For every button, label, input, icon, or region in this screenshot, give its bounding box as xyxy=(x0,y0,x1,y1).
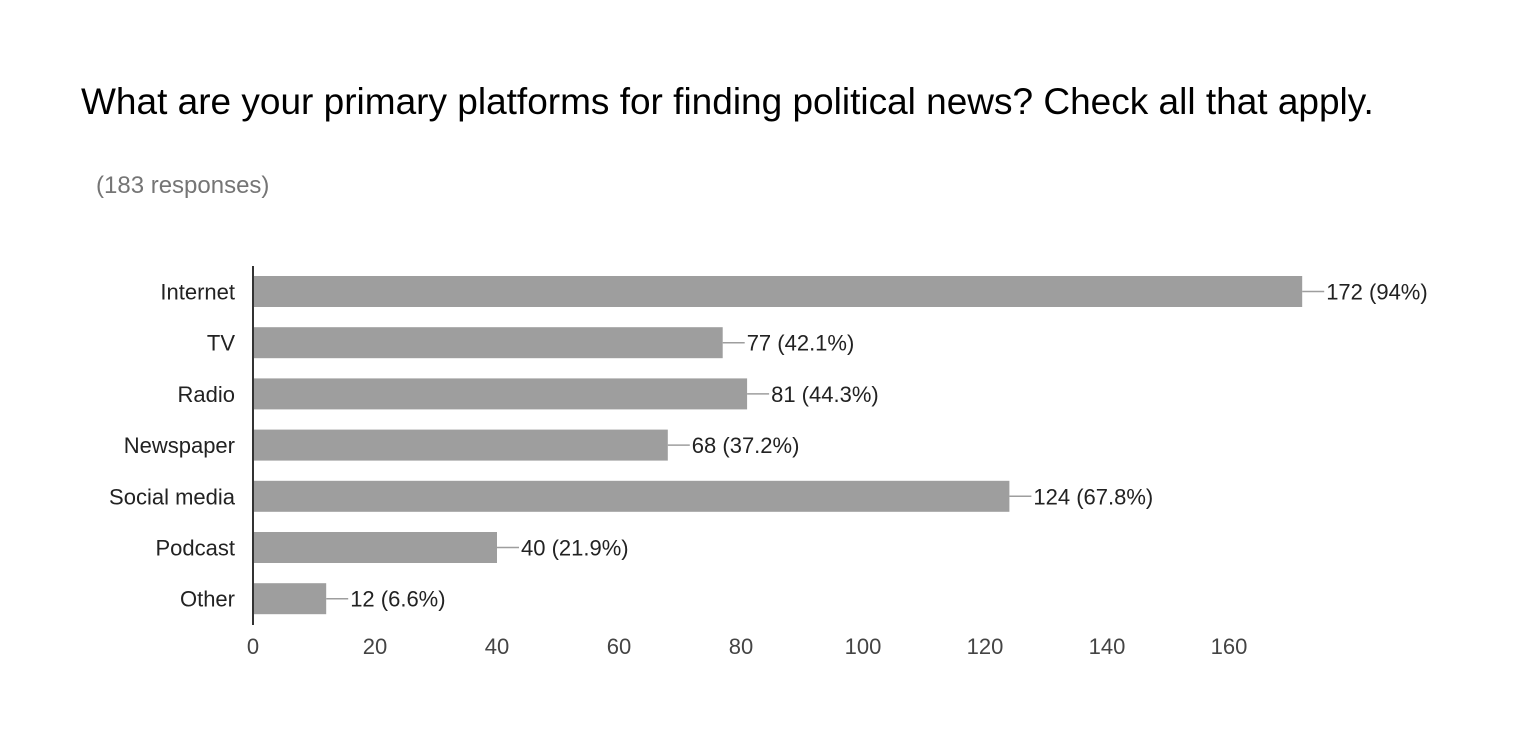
x-tick-label: 160 xyxy=(1211,634,1248,659)
data-label: 81 (44.3%) xyxy=(771,382,879,407)
data-label: 40 (21.9%) xyxy=(521,536,629,561)
x-tick-label: 60 xyxy=(607,634,631,659)
bar xyxy=(253,583,327,615)
category-label: Social media xyxy=(109,484,236,509)
bar xyxy=(253,532,497,563)
category-label: Newspaper xyxy=(124,433,235,458)
bar xyxy=(253,378,748,410)
data-label: 12 (6.6%) xyxy=(350,587,445,612)
x-tick-label: 100 xyxy=(845,634,882,659)
x-tick-label: 20 xyxy=(363,634,387,659)
response-count: (183 responses) xyxy=(96,172,270,199)
x-tick-label: 0 xyxy=(247,634,259,659)
bar xyxy=(253,429,668,461)
x-tick-label: 80 xyxy=(729,634,753,659)
category-label: Podcast xyxy=(156,536,236,561)
data-label: 68 (37.2%) xyxy=(692,433,800,458)
category-label: TV xyxy=(207,331,235,356)
data-label: 124 (67.8%) xyxy=(1033,484,1153,509)
question-title: What are your primary platforms for find… xyxy=(81,81,1374,122)
category-label: Internet xyxy=(160,280,235,305)
bar xyxy=(253,276,1303,307)
data-label: 172 (94%) xyxy=(1326,280,1428,305)
x-tick-label: 120 xyxy=(967,634,1004,659)
bar xyxy=(253,327,723,359)
category-label: Other xyxy=(180,587,235,612)
x-tick-label: 140 xyxy=(1089,634,1126,659)
bar xyxy=(253,480,1010,512)
category-label: Radio xyxy=(178,382,235,407)
x-tick-label: 40 xyxy=(485,634,509,659)
data-label: 77 (42.1%) xyxy=(747,331,855,356)
